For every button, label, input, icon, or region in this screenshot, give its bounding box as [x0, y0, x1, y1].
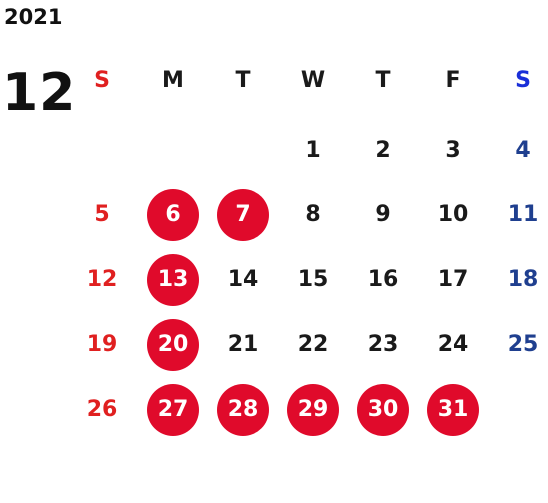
day-cell: 3	[445, 138, 461, 163]
day-cell: 8	[305, 202, 321, 227]
highlighted-day-cell: 13	[147, 254, 199, 306]
day-cell: 14	[227, 267, 259, 292]
day-cell: 11	[507, 202, 539, 227]
weekday-header: S	[515, 68, 531, 93]
day-cell: 12	[86, 267, 118, 292]
day-cell: 2	[375, 138, 391, 163]
highlighted-day-cell: 31	[427, 384, 479, 436]
highlighted-day-cell: 30	[357, 384, 409, 436]
weekday-header: S	[94, 68, 110, 93]
day-cell: 9	[375, 202, 391, 227]
day-cell: 22	[297, 332, 329, 357]
day-cell: 10	[437, 202, 469, 227]
weekday-header: T	[375, 68, 391, 93]
day-cell: 19	[86, 332, 118, 357]
day-cell: 5	[94, 202, 110, 227]
day-cell: 18	[507, 267, 539, 292]
highlighted-day-cell: 20	[147, 319, 199, 371]
highlighted-day-cell: 7	[217, 189, 269, 241]
day-cell: 21	[227, 332, 259, 357]
day-cell: 25	[507, 332, 539, 357]
day-cell: 4	[515, 138, 531, 163]
day-cell: 17	[437, 267, 469, 292]
weekday-header: W	[300, 68, 326, 93]
day-cell: 23	[367, 332, 399, 357]
highlighted-day-cell: 6	[147, 189, 199, 241]
highlighted-day-cell: 29	[287, 384, 339, 436]
day-cell: 1	[305, 138, 321, 163]
weekday-header: F	[445, 68, 461, 93]
highlighted-day-cell: 28	[217, 384, 269, 436]
day-cell: 15	[297, 267, 329, 292]
day-cell: 16	[367, 267, 399, 292]
day-cell: 24	[437, 332, 469, 357]
year-label: 2021	[4, 5, 63, 29]
highlighted-day-cell: 27	[147, 384, 199, 436]
day-cell: 26	[86, 397, 118, 422]
weekday-header: T	[235, 68, 251, 93]
month-label: 12	[2, 63, 77, 123]
weekday-header: M	[162, 68, 184, 93]
